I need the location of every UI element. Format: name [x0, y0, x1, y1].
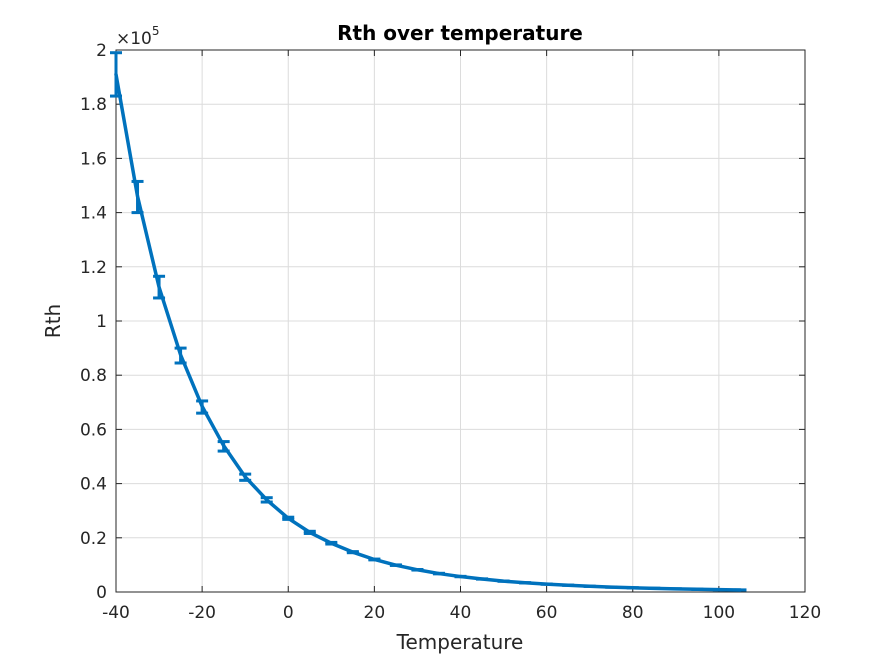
y-tick-label: 1.4	[80, 204, 107, 224]
chart-title: Rth over temperature	[337, 21, 583, 45]
y-tick-label: 0.6	[80, 420, 107, 440]
x-tick-label: 0	[283, 603, 294, 623]
y-tick-label: 2	[96, 41, 107, 61]
y-tick-label: 1.8	[80, 95, 107, 115]
y-axis-exponent-power: 5	[152, 24, 160, 38]
y-tick-label: 0.2	[80, 529, 107, 549]
y-tick-label: 0.8	[80, 366, 107, 386]
y-tick-label: 0	[96, 583, 107, 603]
x-tick-label: 60	[536, 603, 558, 623]
x-tick-label: -40	[102, 603, 130, 623]
x-tick-label: 40	[450, 603, 472, 623]
x-tick-label: 120	[789, 603, 821, 623]
y-axis-exponent-base: ×10	[116, 29, 152, 49]
x-axis-label: Temperature	[396, 630, 524, 654]
y-tick-label: 0.4	[80, 475, 107, 495]
y-tick-label: 1	[96, 312, 107, 332]
grid-lines	[115, 49, 806, 593]
x-tick-labels: -40 -20 0 20 40 60 80 100 120	[102, 603, 821, 623]
x-tick-label: -20	[188, 603, 216, 623]
y-tick-label: 1.2	[80, 258, 107, 278]
x-tick-label: 80	[622, 603, 644, 623]
y-axis-exponent: ×105	[116, 24, 160, 49]
y-tick-label: 1.6	[80, 149, 107, 169]
series-line	[114, 72, 743, 592]
x-tick-label: 100	[703, 603, 735, 623]
y-axis-label: Rth	[41, 304, 65, 338]
plot-area	[110, 49, 806, 593]
y-tick-labels: 0 0.2 0.4 0.6 0.8 1 1.2 1.4 1.6 1.8 2	[80, 41, 107, 603]
x-tick-label: 20	[364, 603, 386, 623]
